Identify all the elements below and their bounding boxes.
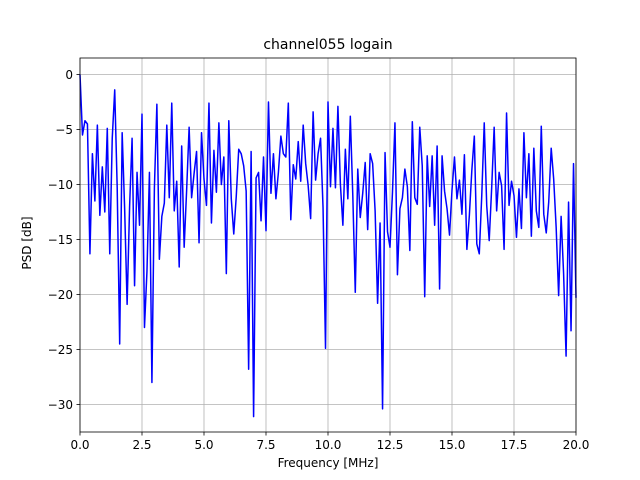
y-tick-label: −25 (48, 343, 73, 357)
x-tick-label: 7.5 (256, 438, 275, 452)
y-tick-label: −10 (48, 178, 73, 192)
plot-frame (79, 57, 577, 433)
y-tick-label: −15 (48, 233, 73, 247)
x-tick-label: 5.0 (194, 438, 213, 452)
axis-ticks: 0.0 2.5 5.0 7.5 10.0 12.5 15.0 17.5 20.0 0 −5 −10 −1… (48, 68, 590, 452)
y-tick-label: −5 (55, 123, 73, 137)
x-tick-label: 20.0 (563, 438, 590, 452)
chart-title: channel055 logain (263, 37, 392, 53)
y-tick-label: −30 (48, 398, 73, 412)
psd-series-line (79, 74, 577, 418)
x-tick-label: 0.0 (70, 438, 89, 452)
x-axis-label: Frequency [MHz] (278, 456, 379, 470)
x-tick-label: 12.5 (377, 438, 404, 452)
y-tick-label: −20 (48, 288, 73, 302)
x-tick-label: 10.0 (315, 438, 342, 452)
x-tick-label: 17.5 (501, 438, 528, 452)
y-axis-label: PSD [dB] (20, 216, 34, 269)
y-tick-label: 0 (65, 68, 73, 82)
x-tick-label: 15.0 (439, 438, 466, 452)
x-tick-label: 2.5 (132, 438, 151, 452)
